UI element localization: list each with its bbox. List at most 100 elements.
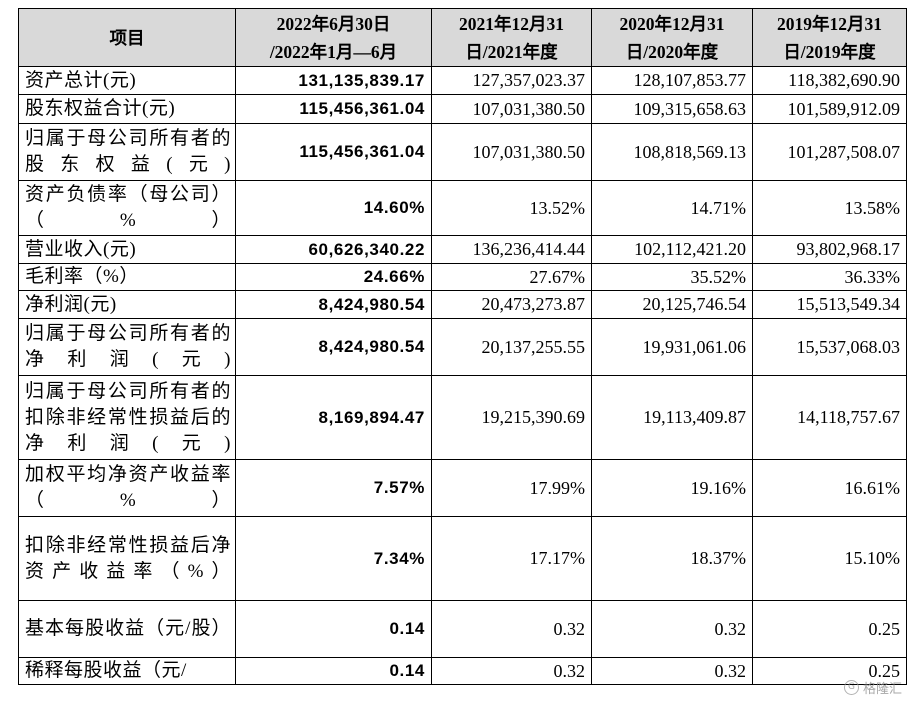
header-period-2022h1-line1: 2022年6月30日 <box>276 13 391 34</box>
cell-2020: 19,113,409.87 <box>591 375 753 460</box>
cell-2022h1: 7.34% <box>235 516 432 601</box>
header-period-2020-line2: 日/2020年度 <box>625 41 719 62</box>
header-item-text: 项目 <box>109 27 145 48</box>
cell-2022h1: 115,456,361.04 <box>235 94 432 124</box>
cell-2020: 35.52% <box>591 263 753 291</box>
cell-2022h1: 115,456,361.04 <box>235 123 432 181</box>
cell-2022h1: 0.14 <box>235 657 432 685</box>
watermark-text: 格隆汇 <box>862 682 902 697</box>
header-period-2022h1-line2: /2022年1月—6月 <box>269 41 398 62</box>
row-label: 净利润(元) <box>18 290 236 319</box>
cell-2022h1: 14.60% <box>235 180 432 236</box>
header-period-2021-line1: 2021年12月31 <box>459 13 564 34</box>
cell-2019: 13.58% <box>752 180 907 236</box>
table-header: 项目 2022年6月30日 /2022年1月—6月 2021年12月31 日/2… <box>18 8 907 67</box>
table-row: 基本每股收益（元/股） 0.14 0.32 0.32 0.25 <box>18 600 907 658</box>
cell-2019: 101,589,912.09 <box>752 94 907 124</box>
row-label: 归属于母公司所有者的净利润(元) <box>18 318 236 376</box>
table-row: 资产总计(元) 131,135,839.17 127,357,023.37 12… <box>18 66 907 95</box>
row-label: 归属于母公司所有者的扣除非经常性损益后的净利润(元) <box>18 375 236 460</box>
cell-2020: 0.32 <box>591 600 753 658</box>
table-row: 加权平均净资产收益率（%） 7.57% 17.99% 19.16% 16.61% <box>18 459 907 517</box>
cell-2019: 93,802,968.17 <box>752 235 907 264</box>
cell-2019: 15,537,068.03 <box>752 318 907 376</box>
row-label: 股东权益合计(元) <box>18 94 236 124</box>
table-row: 股东权益合计(元) 115,456,361.04 107,031,380.50 … <box>18 94 907 124</box>
cell-2021: 0.32 <box>431 657 592 685</box>
cell-2019: 15,513,549.34 <box>752 290 907 319</box>
cell-2019: 101,287,508.07 <box>752 123 907 181</box>
cell-2022h1: 24.66% <box>235 263 432 291</box>
cell-2020: 0.32 <box>591 657 753 685</box>
cell-2020: 19.16% <box>591 459 753 517</box>
cell-2020: 14.71% <box>591 180 753 236</box>
cell-2022h1: 8,424,980.54 <box>235 290 432 319</box>
cell-2021: 17.17% <box>431 516 592 601</box>
table-row: 归属于母公司所有者的净利润(元) 8,424,980.54 20,137,255… <box>18 318 907 376</box>
header-period-2019-line2: 日/2019年度 <box>783 41 876 62</box>
table-row: 扣除非经常性损益后净资产收益率（%） 7.34% 17.17% 18.37% 1… <box>18 516 907 601</box>
cell-2021: 19,215,390.69 <box>431 375 592 460</box>
cell-2019: 16.61% <box>752 459 907 517</box>
cell-2021: 20,473,273.87 <box>431 290 592 319</box>
table-row: 净利润(元) 8,424,980.54 20,473,273.87 20,125… <box>18 290 907 319</box>
row-label: 归属于母公司所有者的股东权益(元) <box>18 123 236 181</box>
row-label: 毛利率（%） <box>18 263 236 291</box>
table-row: 归属于母公司所有者的股东权益(元) 115,456,361.04 107,031… <box>18 123 907 181</box>
table-row: 营业收入(元) 60,626,340.22 136,236,414.44 102… <box>18 235 907 264</box>
cell-2020: 20,125,746.54 <box>591 290 753 319</box>
cell-2020: 128,107,853.77 <box>591 66 753 95</box>
header-period-2020-line1: 2020年12月31 <box>619 13 725 34</box>
table-row: 稀释每股收益（元/ 0.14 0.32 0.32 0.25 <box>18 657 907 685</box>
table-row: 资产负债率（母公司）（%） 14.60% 13.52% 14.71% 13.58… <box>18 180 907 236</box>
cell-2020: 18.37% <box>591 516 753 601</box>
cell-2020: 102,112,421.20 <box>591 235 753 264</box>
header-period-2022h1: 2022年6月30日 /2022年1月—6月 <box>235 8 432 67</box>
cell-2021: 20,137,255.55 <box>431 318 592 376</box>
header-period-2020: 2020年12月31 日/2020年度 <box>591 8 753 67</box>
table-row: 归属于母公司所有者的扣除非经常性损益后的净利润(元) 8,169,894.47 … <box>18 375 907 460</box>
cell-2021: 107,031,380.50 <box>431 123 592 181</box>
cell-2020: 108,818,569.13 <box>591 123 753 181</box>
cell-2022h1: 7.57% <box>235 459 432 517</box>
header-period-2021-line2: 日/2021年度 <box>465 41 558 62</box>
header-row: 项目 2022年6月30日 /2022年1月—6月 2021年12月31 日/2… <box>18 8 907 67</box>
row-label: 资产总计(元) <box>18 66 236 95</box>
header-period-2019: 2019年12月31 日/2019年度 <box>752 8 907 67</box>
cell-2021: 17.99% <box>431 459 592 517</box>
header-item: 项目 <box>18 8 236 67</box>
header-period-2019-line1: 2019年12月31 <box>777 13 882 34</box>
header-period-2021: 2021年12月31 日/2021年度 <box>431 8 592 67</box>
cell-2022h1: 8,424,980.54 <box>235 318 432 376</box>
row-label: 基本每股收益（元/股） <box>18 600 236 658</box>
cell-2020: 19,931,061.06 <box>591 318 753 376</box>
cell-2021: 27.67% <box>431 263 592 291</box>
row-label: 资产负债率（母公司）（%） <box>18 180 236 236</box>
financial-table-container: 项目 2022年6月30日 /2022年1月—6月 2021年12月31 日/2… <box>18 8 907 685</box>
cell-2022h1: 131,135,839.17 <box>235 66 432 95</box>
cell-2021: 107,031,380.50 <box>431 94 592 124</box>
row-label: 扣除非经常性损益后净资产收益率（%） <box>18 516 236 601</box>
cell-2019: 0.25 <box>752 657 907 685</box>
cell-2019: 118,382,690.90 <box>752 66 907 95</box>
table-body: 资产总计(元) 131,135,839.17 127,357,023.37 12… <box>18 66 907 685</box>
cell-2021: 127,357,023.37 <box>431 66 592 95</box>
cell-2022h1: 0.14 <box>235 600 432 658</box>
financial-data-table: 项目 2022年6月30日 /2022年1月—6月 2021年12月31 日/2… <box>18 8 907 685</box>
cell-2022h1: 8,169,894.47 <box>235 375 432 460</box>
cell-2019: 15.10% <box>752 516 907 601</box>
cell-2022h1: 60,626,340.22 <box>235 235 432 264</box>
cell-2021: 13.52% <box>431 180 592 236</box>
row-label: 稀释每股收益（元/ <box>18 657 236 685</box>
cell-2020: 109,315,658.63 <box>591 94 753 124</box>
cell-2019: 36.33% <box>752 263 907 291</box>
watermark-logo-icon: G <box>843 680 859 695</box>
row-label: 营业收入(元) <box>18 235 236 264</box>
cell-2019: 14,118,757.67 <box>752 375 907 460</box>
row-label: 加权平均净资产收益率（%） <box>18 459 236 517</box>
table-row: 毛利率（%） 24.66% 27.67% 35.52% 36.33% <box>18 263 907 291</box>
cell-2021: 136,236,414.44 <box>431 235 592 264</box>
cell-2019: 0.25 <box>752 600 907 658</box>
watermark: G 格隆汇 <box>843 678 902 697</box>
cell-2021: 0.32 <box>431 600 592 658</box>
